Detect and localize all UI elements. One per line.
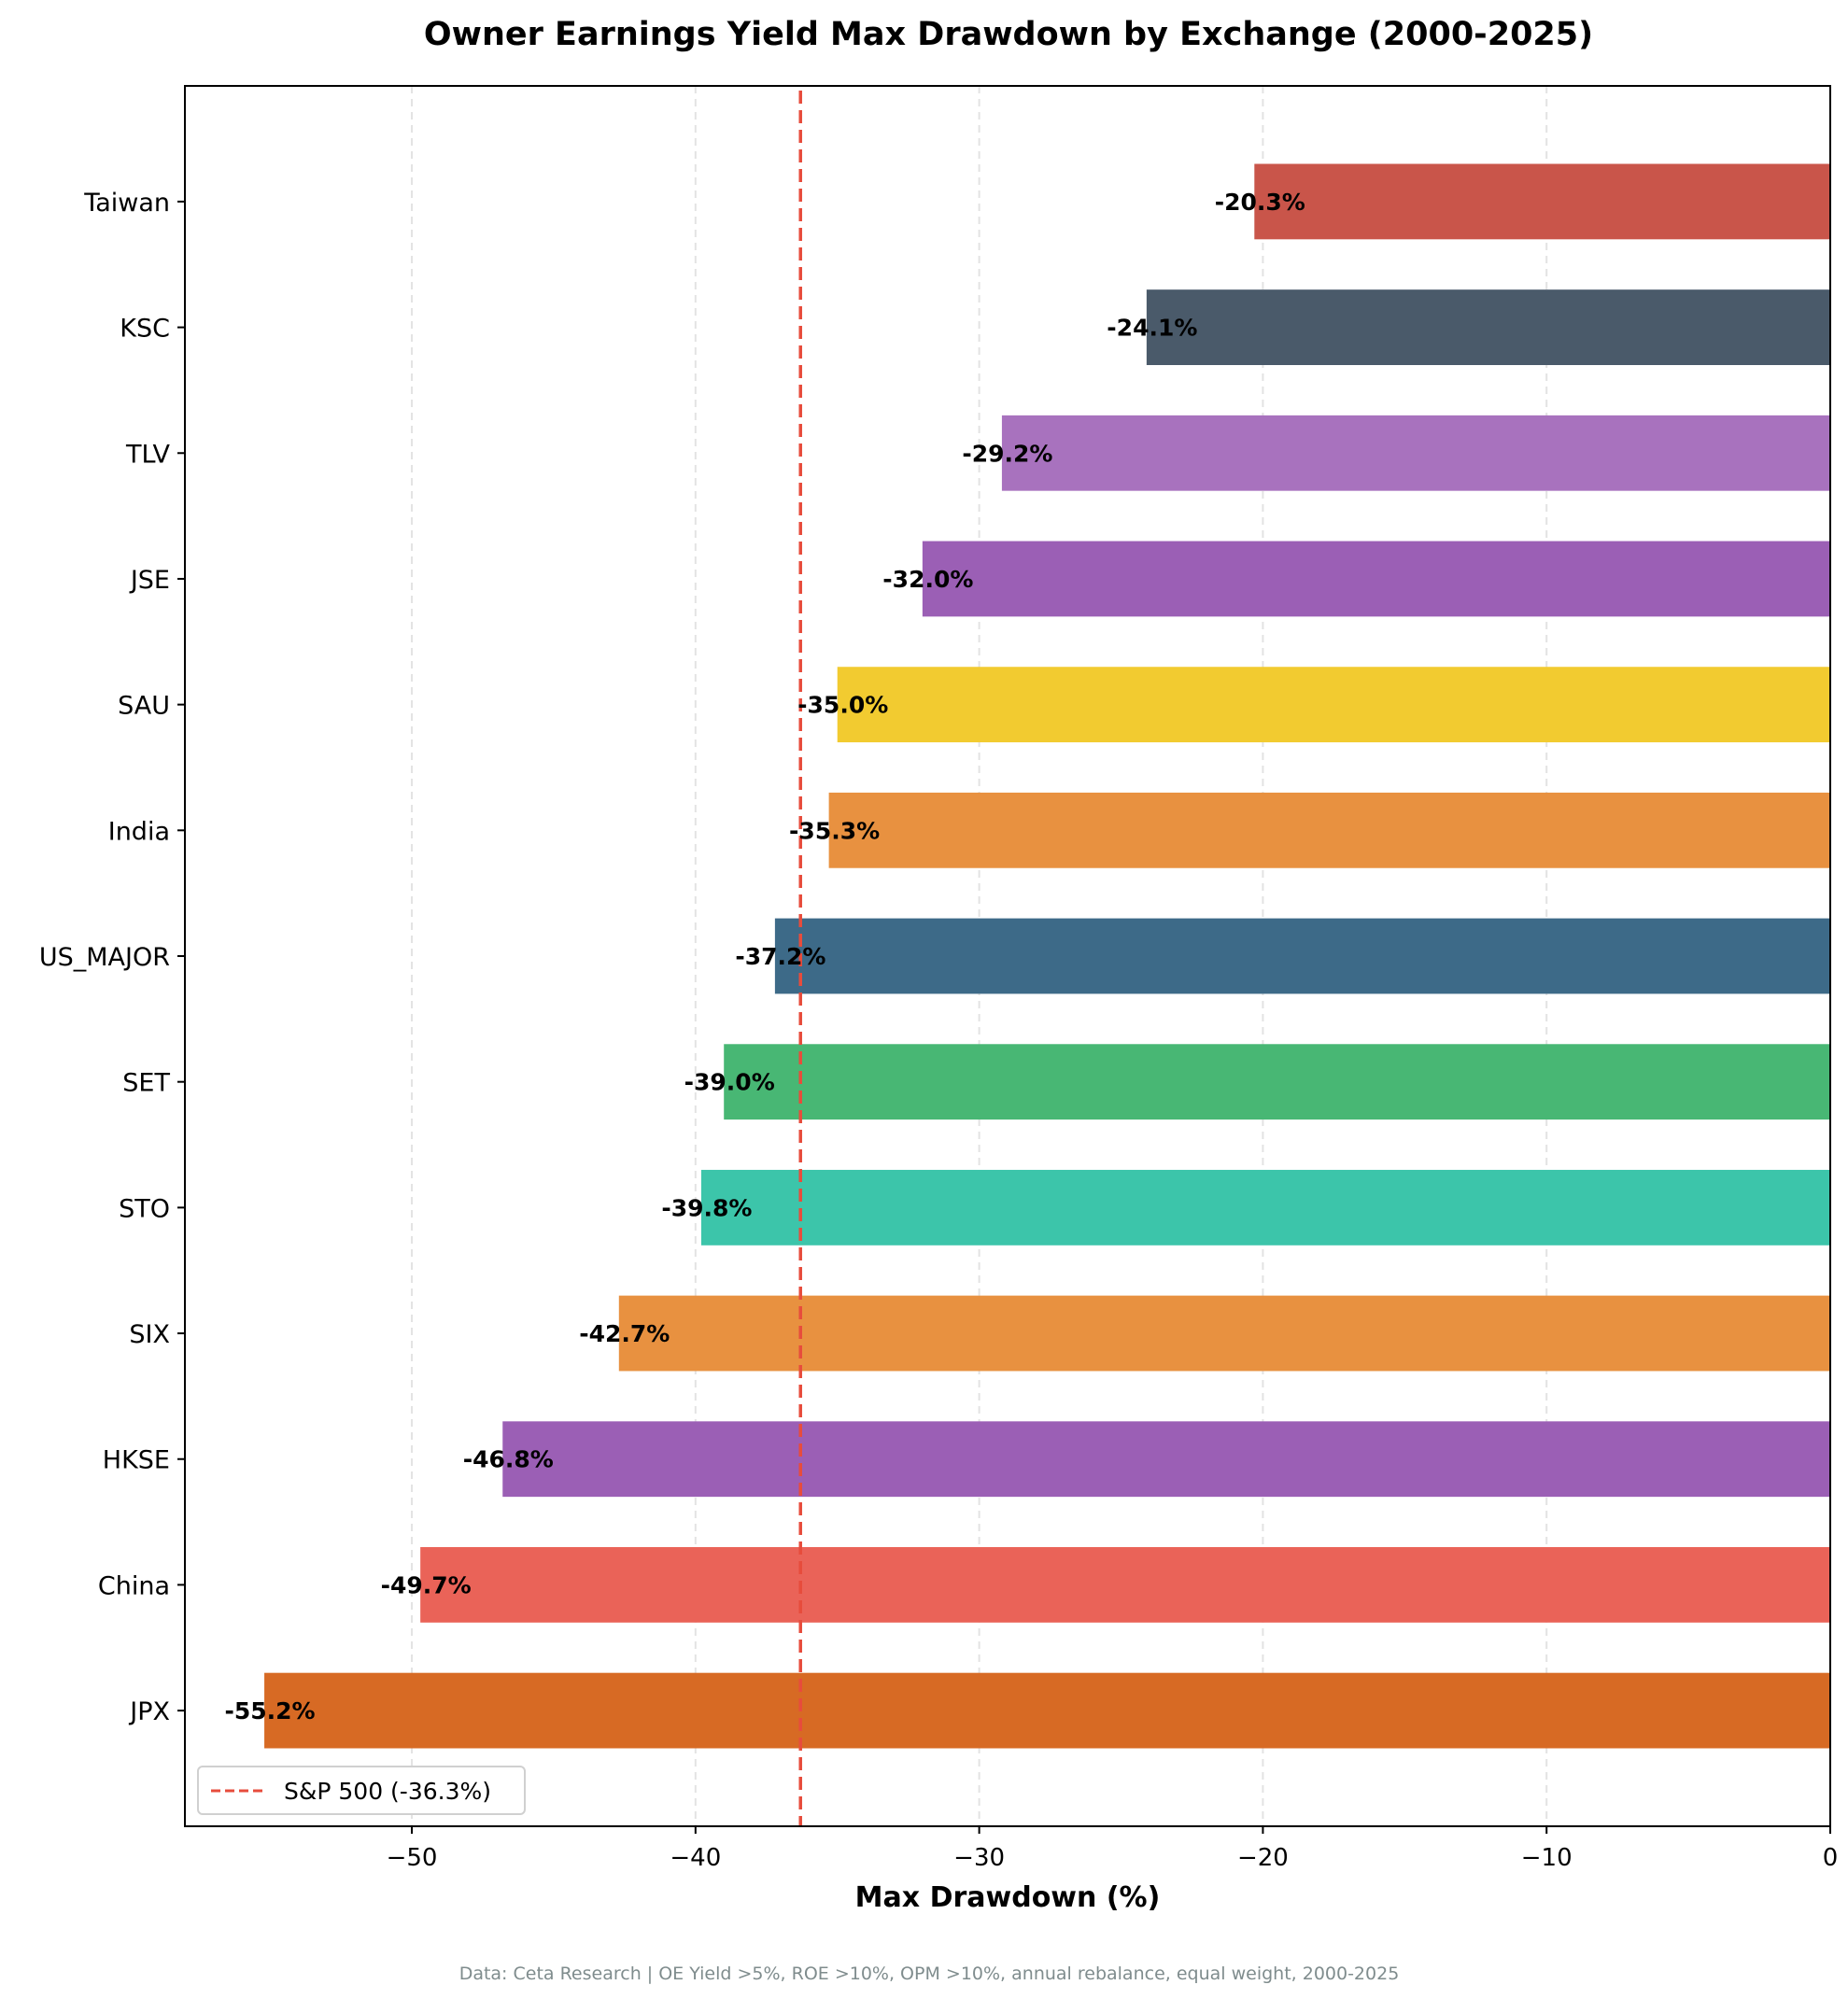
data-label: -39.8%: [661, 1194, 752, 1221]
data-label: -42.7%: [579, 1320, 670, 1347]
bar-set: [724, 1044, 1830, 1120]
x-tick-label: −30: [953, 1844, 1005, 1872]
data-label: -37.2%: [735, 943, 825, 970]
y-tick-label: US_MAJOR: [39, 943, 170, 972]
bar-china: [420, 1547, 1830, 1623]
x-tick-label: 0: [1823, 1844, 1839, 1872]
data-label: -32.0%: [882, 566, 973, 593]
y-tick-label: India: [108, 817, 170, 846]
data-label: -20.3%: [1215, 189, 1305, 216]
x-tick-label: −20: [1237, 1844, 1289, 1872]
x-tick-label: −40: [670, 1844, 721, 1872]
legend-box: [197, 1766, 526, 1815]
y-tick-label: KSC: [120, 315, 170, 344]
x-tick-label: −10: [1521, 1844, 1573, 1872]
bar-tlv: [1001, 415, 1830, 491]
bar-ksc: [1146, 289, 1830, 365]
y-tick-label: STO: [119, 1194, 170, 1223]
data-label: -35.3%: [789, 817, 880, 844]
y-tick-label: Taiwan: [83, 189, 170, 218]
bar-hkse: [502, 1421, 1830, 1498]
data-label: -35.0%: [797, 692, 888, 719]
legend-label: S&P 500 (-36.3%): [284, 1778, 491, 1805]
chart-title: Owner Earnings Yield Max Drawdown by Exc…: [424, 16, 1593, 53]
y-tick-label: JPX: [128, 1697, 170, 1726]
bar-six: [618, 1295, 1830, 1372]
y-tick-label: China: [98, 1571, 170, 1600]
legend: S&P 500 (-36.3%): [197, 1766, 526, 1815]
footer-note: Data: Ceta Research | OE Yield >5%, ROE …: [459, 1964, 1400, 1984]
data-label: -49.7%: [381, 1571, 472, 1598]
data-label: -39.0%: [684, 1069, 775, 1096]
x-tick-label: −50: [387, 1844, 438, 1872]
bar-sau: [837, 667, 1830, 743]
bar-us_major: [774, 918, 1830, 994]
y-tick-label: HKSE: [103, 1446, 170, 1475]
y-tick-label: SIX: [129, 1320, 170, 1349]
bar-india: [828, 792, 1830, 868]
bar-jse: [922, 541, 1830, 617]
x-axis: −50 −40 −30 −20 −10 0: [387, 1826, 1839, 1872]
bar-jpx: [264, 1672, 1831, 1749]
y-tick-label: SAU: [118, 692, 170, 721]
data-label: -46.8%: [463, 1446, 554, 1473]
x-axis-label: Max Drawdown (%): [855, 1881, 1161, 1914]
data-label: -29.2%: [962, 440, 1052, 467]
bars: [264, 163, 1831, 1749]
y-tick-label: JSE: [129, 566, 170, 595]
data-label: -24.1%: [1107, 315, 1197, 342]
y-axis: Taiwan KSC TLV JSE SAU India US_MAJOR SET STO SIX…: [39, 189, 185, 1726]
data-labels: -20.3% -24.1% -29.2% -32.0% -35.0% -35.3% -37.…: [225, 189, 1305, 1724]
y-tick-label: SET: [122, 1069, 170, 1098]
bar-sto: [700, 1169, 1830, 1246]
y-tick-label: TLV: [125, 440, 171, 469]
bar-taiwan: [1254, 163, 1830, 240]
data-label: -55.2%: [225, 1697, 316, 1724]
